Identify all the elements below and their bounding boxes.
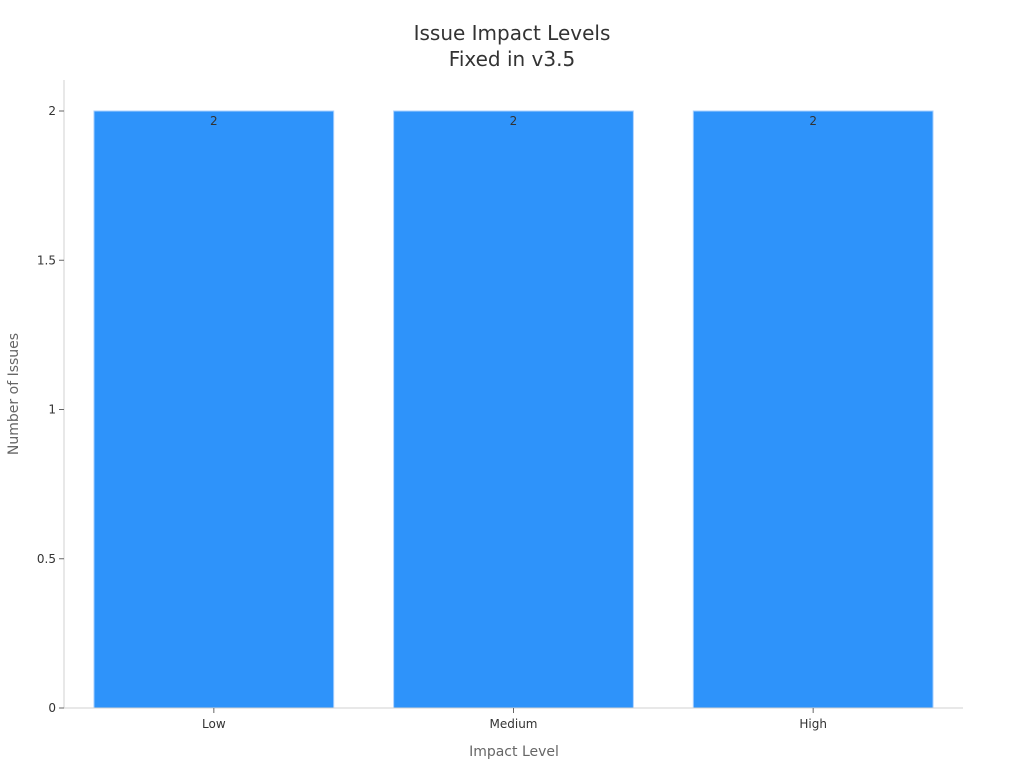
y-tick-label: 0.5 <box>37 552 56 566</box>
x-axis-label: Impact Level <box>469 744 559 760</box>
x-tick-label: High <box>799 717 827 731</box>
y-tick-label: 1.5 <box>37 253 56 267</box>
data-label: 2 <box>809 114 817 128</box>
bar-high <box>692 110 934 709</box>
y-tick-label: 2 <box>48 104 56 118</box>
data-label: 2 <box>210 114 218 128</box>
y-tick-label: 1 <box>48 403 56 417</box>
x-tick-label: Low <box>202 717 226 731</box>
bar-medium <box>393 110 634 709</box>
chart-subtitle: Fixed in v3.5 <box>449 47 575 71</box>
y-axis-label: Number of Issues <box>6 333 22 455</box>
chart-title: Issue Impact Levels <box>414 21 611 45</box>
data-label: 2 <box>510 114 518 128</box>
x-tick-label: Medium <box>490 717 538 731</box>
bar-low <box>93 110 335 709</box>
y-tick-label: 0 <box>48 701 56 715</box>
